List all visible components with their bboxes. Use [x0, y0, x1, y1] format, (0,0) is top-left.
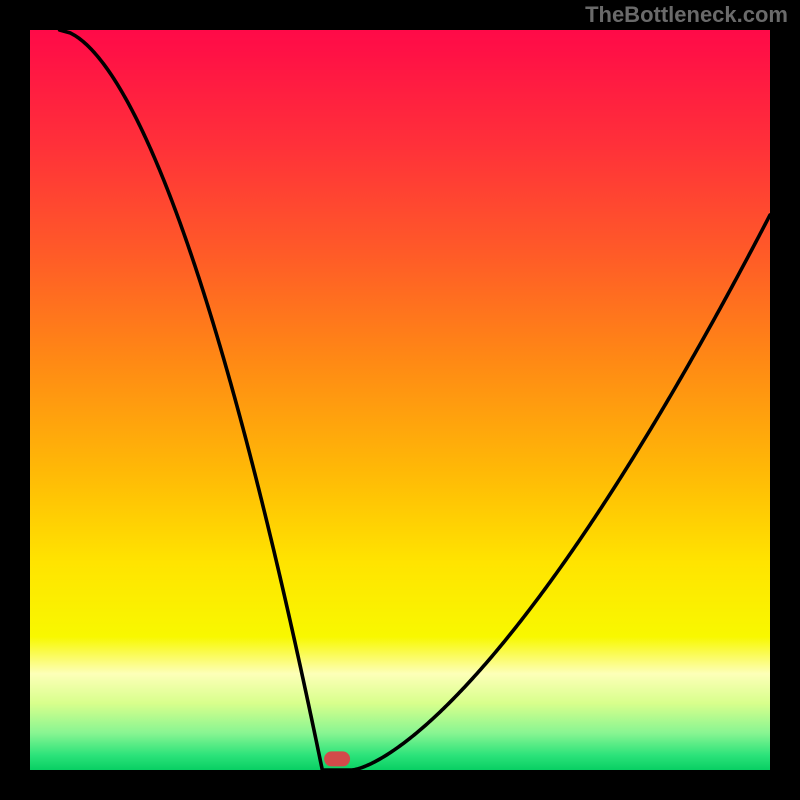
plot-background — [30, 30, 770, 770]
bottleneck-chart — [0, 0, 800, 800]
chart-container: TheBottleneck.com — [0, 0, 800, 800]
optimal-marker — [324, 751, 350, 766]
